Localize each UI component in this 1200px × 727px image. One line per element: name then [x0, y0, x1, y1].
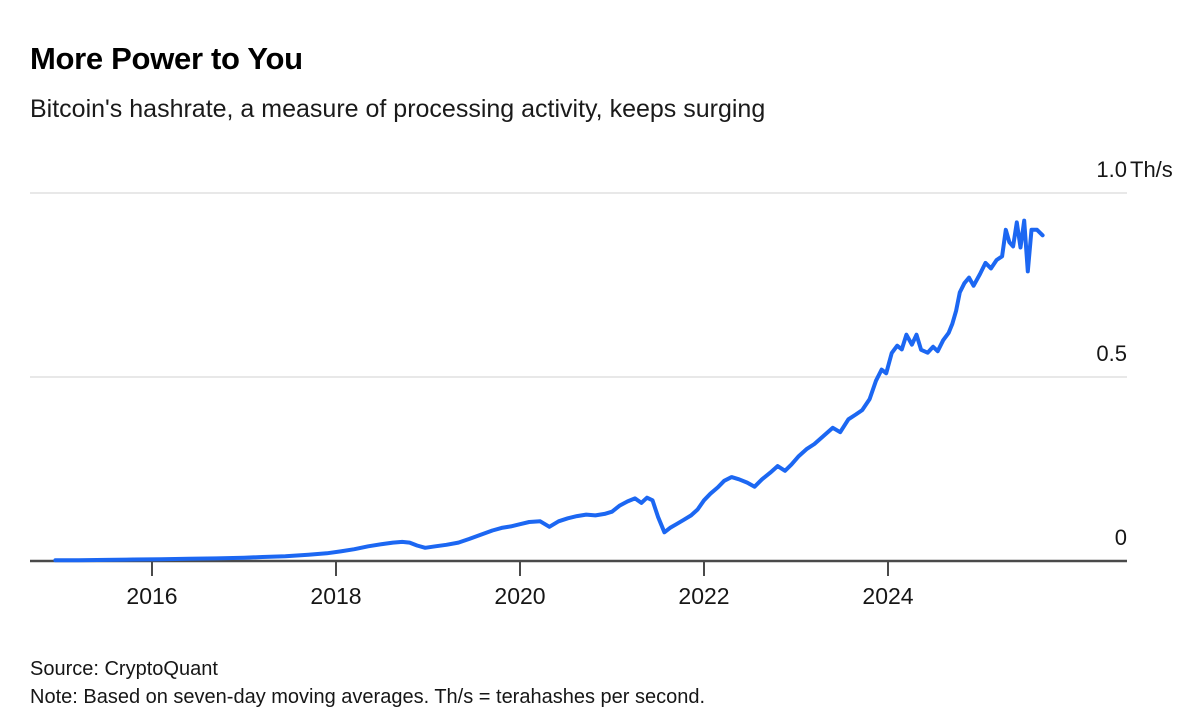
x-axis-label: 2024: [862, 583, 914, 609]
chart-title: More Power to You: [30, 40, 303, 76]
x-axis-label: 2020: [494, 583, 546, 609]
y-axis-unit-label: Th/s: [1130, 157, 1173, 182]
y-axis-label-number: 0: [1114, 525, 1127, 550]
chart-subtitle: Bitcoin's hashrate, a measure of process…: [30, 95, 766, 123]
x-axis-label: 2018: [310, 583, 362, 609]
note-text: Note: Based on seven-day moving averages…: [30, 686, 706, 708]
y-axis-label: 0: [1115, 525, 1127, 551]
y-axis-label: 0.5: [1096, 341, 1127, 367]
source-text: Source: CryptoQuant: [30, 658, 218, 680]
y-axis-label-number: 1.0: [1096, 157, 1127, 182]
x-axis-label: 2022: [678, 583, 730, 609]
y-axis-label: 1.0 Th/s: [1096, 157, 1172, 183]
hashrate-line-series: [53, 218, 1045, 563]
y-axis-label-number: 0.5: [1096, 341, 1127, 366]
x-axis-label: 2016: [126, 583, 178, 609]
